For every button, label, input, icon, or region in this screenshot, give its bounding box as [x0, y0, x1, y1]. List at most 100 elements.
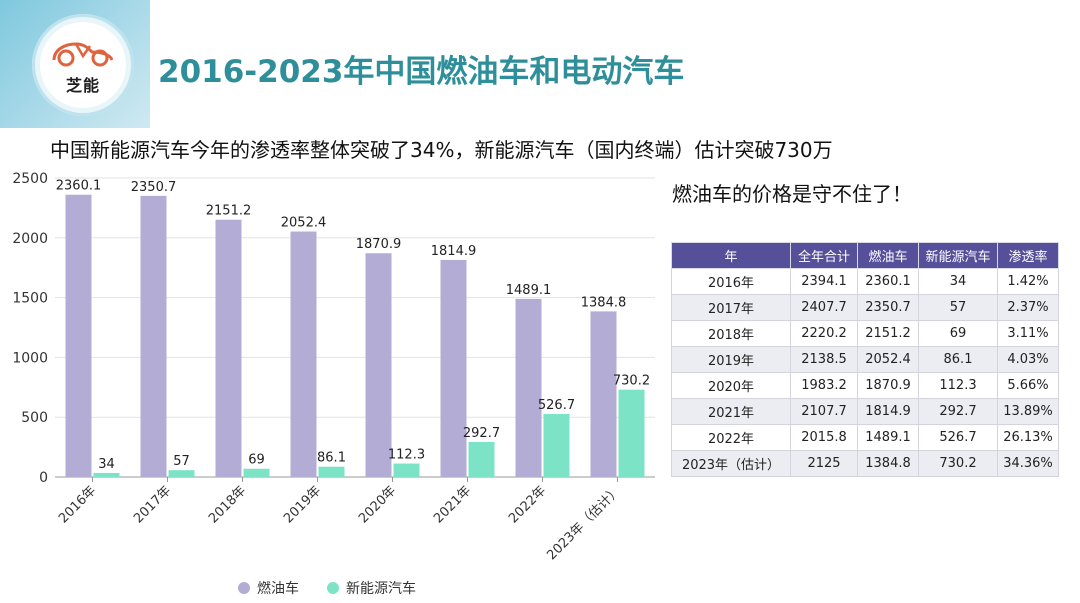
- table-cell: 730.2: [918, 450, 998, 477]
- table-header-cell: 年: [671, 242, 791, 269]
- table-cell: 2350.7: [857, 294, 919, 321]
- subtitle-penetration: 中国新能源汽车今年的渗透率整体突破了34%，新能源汽车（国内终端）估计突破730…: [50, 138, 833, 162]
- table-header-cell: 渗透率: [997, 242, 1059, 269]
- bar-ev: [618, 389, 645, 477]
- table-cell: 2015.8: [790, 424, 858, 451]
- x-tick-label: 2019年: [281, 483, 324, 526]
- x-tick-label: 2022年: [506, 483, 549, 526]
- x-tick-label: 2021年: [431, 483, 474, 526]
- table-header-row: 年 全年合计 燃油车 新能源汽车 渗透率: [671, 242, 1059, 269]
- table-row: 2019年 2138.5 2052.4 86.1 4.03%: [671, 346, 1059, 373]
- bar-fuel: [65, 194, 92, 477]
- table-cell: 2018年: [671, 320, 791, 347]
- data-label: 69: [248, 453, 265, 468]
- y-tick-label: 500: [21, 410, 48, 426]
- y-tick-label: 1000: [12, 350, 48, 366]
- legend-label-fuel: 燃油车: [257, 581, 299, 597]
- table-header-cell: 全年合计: [790, 242, 858, 269]
- y-tick-label: 1500: [12, 291, 48, 307]
- table-row: 2020年 1983.2 1870.9 112.3 5.66%: [671, 372, 1059, 399]
- table-cell: 2052.4: [857, 346, 919, 373]
- table-cell: 112.3: [918, 372, 998, 399]
- legend-swatch-fuel: [238, 582, 250, 594]
- bar-fuel: [140, 195, 167, 478]
- table-cell: 1489.1: [857, 424, 919, 451]
- table-cell: 2151.2: [857, 320, 919, 347]
- table-cell: 2394.1: [790, 268, 858, 295]
- data-label: 1870.9: [356, 237, 402, 252]
- table-cell: 86.1: [918, 346, 998, 373]
- table-cell: 2360.1: [857, 268, 919, 295]
- data-label: 34: [98, 457, 115, 472]
- table-cell: 2125: [790, 450, 858, 477]
- data-label: 86.1: [317, 451, 346, 466]
- data-label: 57: [173, 454, 190, 469]
- legend-label-ev: 新能源汽车: [346, 581, 416, 597]
- table-header-cell: 燃油车: [857, 242, 919, 269]
- table-cell: 2016年: [671, 268, 791, 295]
- bar-fuel: [590, 311, 617, 477]
- table-cell: 2017年: [671, 294, 791, 321]
- bar-fuel: [290, 231, 317, 477]
- data-label: 1384.8: [581, 295, 627, 310]
- table-cell: 34: [918, 268, 998, 295]
- table-row: 2021年 2107.7 1814.9 292.7 13.89%: [671, 398, 1059, 425]
- y-tick-label: 2500: [12, 171, 48, 187]
- data-label: 292.7: [463, 426, 500, 441]
- table-cell: 2138.5: [790, 346, 858, 373]
- x-tick-label: 2020年: [356, 483, 399, 526]
- bar-ev: [318, 466, 345, 477]
- table-cell: 1.42%: [997, 268, 1059, 295]
- y-tick-label: 0: [39, 470, 48, 486]
- x-tick-label: 2018年: [206, 483, 249, 526]
- x-tick-label: 2023年（估计）: [544, 483, 624, 563]
- car-logo-icon: [52, 42, 114, 67]
- table-cell: 2220.2: [790, 320, 858, 347]
- table-cell: 69: [918, 320, 998, 347]
- data-label: 112.3: [388, 448, 425, 463]
- bar-fuel: [515, 298, 542, 477]
- subtitle-price: 燃油车的价格是守不住了！: [672, 182, 912, 206]
- table-cell: 1870.9: [857, 372, 919, 399]
- table-cell: 526.7: [918, 424, 998, 451]
- bar-ev: [393, 463, 420, 477]
- table-cell: 1384.8: [857, 450, 919, 477]
- table-row: 2017年 2407.7 2350.7 57 2.37%: [671, 294, 1059, 321]
- bar-ev: [93, 472, 120, 477]
- table-header-cell: 新能源汽车: [918, 242, 998, 269]
- bar-ev: [168, 470, 195, 477]
- table-cell: 292.7: [918, 398, 998, 425]
- bar-fuel: [215, 219, 242, 477]
- x-tick-label: 2017年: [131, 483, 174, 526]
- data-label: 730.2: [613, 374, 650, 389]
- data-table: 年 全年合计 燃油车 新能源汽车 渗透率 2016年 2394.1 2360.1…: [671, 242, 1059, 477]
- table-cell: 2407.7: [790, 294, 858, 321]
- table-cell: 2019年: [671, 346, 791, 373]
- table-cell: 13.89%: [997, 398, 1059, 425]
- table-cell: 26.13%: [997, 424, 1059, 451]
- page-title: 2016-2023年中国燃油车和电动汽车: [158, 54, 685, 90]
- logo-text: 芝能: [65, 76, 100, 95]
- legend-item-fuel: 燃油车: [238, 578, 299, 598]
- table-cell: 2107.7: [790, 398, 858, 425]
- bar-chart: 0 500 1000 1500 2000 2500 2360.1 34 2016年 2350.7 5…: [12, 171, 655, 563]
- table-cell: 34.36%: [997, 450, 1059, 477]
- bar-ev: [468, 441, 495, 477]
- table-cell: 2023年（估计）: [671, 450, 791, 477]
- data-label: 1489.1: [506, 283, 552, 298]
- x-tick-label: 2016年: [56, 483, 99, 526]
- table-row: 2018年 2220.2 2151.2 69 3.11%: [671, 320, 1059, 347]
- logo: [40, 22, 126, 108]
- chart-legend: 燃油车 新能源汽车: [238, 578, 444, 598]
- legend-swatch-ev: [327, 582, 339, 594]
- table-cell: 2021年: [671, 398, 791, 425]
- table-cell: 2020年: [671, 372, 791, 399]
- data-label: 2360.1: [56, 179, 102, 194]
- table-cell: 57: [918, 294, 998, 321]
- table-cell: 4.03%: [997, 346, 1059, 373]
- table-cell: 5.66%: [997, 372, 1059, 399]
- table-cell: 3.11%: [997, 320, 1059, 347]
- table-row: 2016年 2394.1 2360.1 34 1.42%: [671, 268, 1059, 295]
- data-label: 526.7: [538, 398, 575, 413]
- table-cell: 1983.2: [790, 372, 858, 399]
